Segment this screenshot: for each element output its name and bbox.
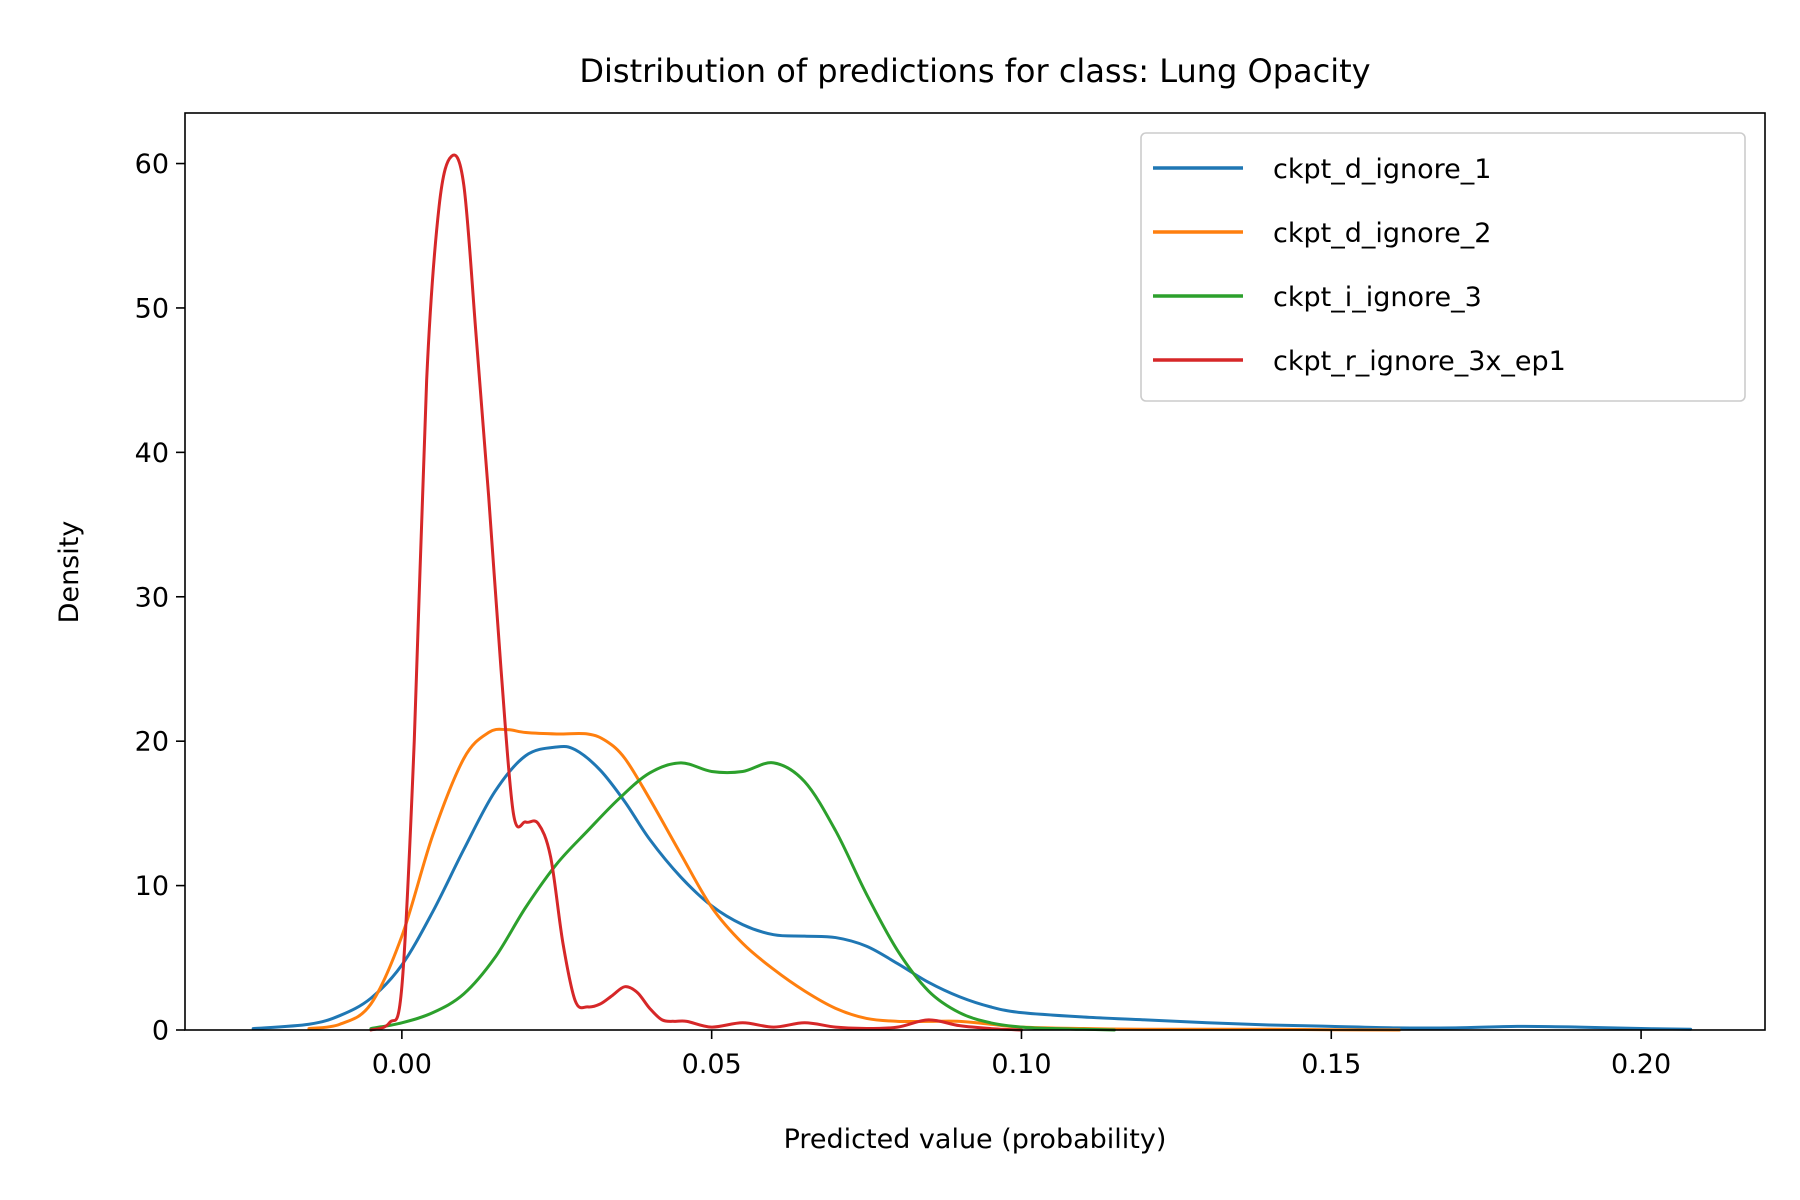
x-tick-label: 0.05	[682, 1049, 742, 1080]
plot-frame	[184, 112, 1766, 1031]
series-line-1	[251, 744, 1693, 1031]
y-tick-label: 40	[135, 438, 169, 469]
series-layer	[251, 153, 1693, 1032]
legend-label: ckpt_i_ignore_3	[1273, 282, 1482, 313]
legend-frame	[1140, 132, 1746, 402]
x-tick-label: 0.10	[991, 1049, 1051, 1080]
series-line-4	[369, 153, 1023, 1032]
y-axis: 0 10 20 30 40 50 60	[135, 149, 185, 1047]
legend-items: ckpt_d_ignore_1 ckpt_d_ignore_2 ckpt_i_ign…	[1153, 154, 1566, 377]
x-tick-label: 0.15	[1301, 1049, 1361, 1080]
chart-title: Distribution of predictions for class: L…	[579, 52, 1370, 90]
legend-label: ckpt_r_ignore_3x_ep1	[1273, 346, 1566, 377]
y-tick-label: 10	[135, 871, 169, 902]
legend: ckpt_d_ignore_1 ckpt_d_ignore_2 ckpt_i_ign…	[1140, 132, 1746, 402]
y-tick-label: 50	[135, 293, 169, 324]
y-axis-label: Density	[54, 521, 85, 624]
x-tick-label: 0.20	[1611, 1049, 1671, 1080]
legend-label: ckpt_d_ignore_1	[1273, 154, 1491, 185]
x-axis: 0.00 0.05 0.10 0.15 0.20	[372, 1030, 1671, 1080]
y-tick-label: 60	[135, 149, 169, 180]
series-line-3	[369, 761, 1116, 1032]
y-tick-label: 20	[135, 727, 169, 758]
x-tick-label: 0.00	[372, 1049, 432, 1080]
y-tick-label: 0	[152, 1016, 169, 1047]
legend-label: ckpt_d_ignore_2	[1273, 218, 1491, 249]
y-tick-label: 30	[135, 582, 169, 613]
x-axis-label: Predicted value (probability)	[784, 1124, 1167, 1155]
